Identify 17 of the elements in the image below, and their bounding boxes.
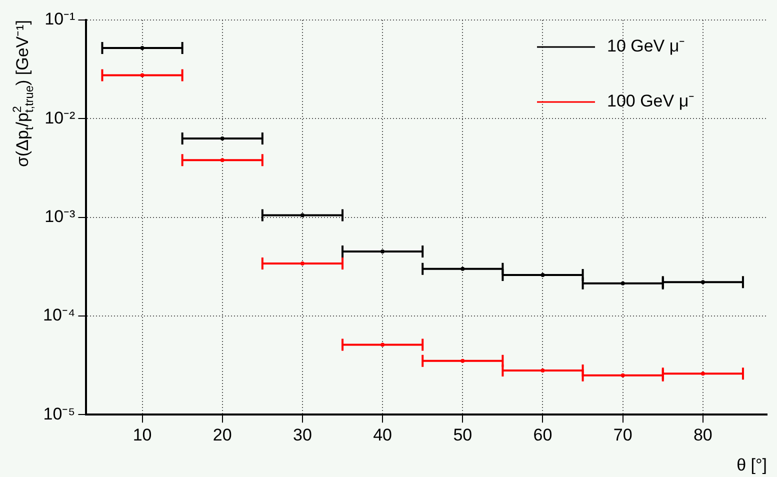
y-axis-title: σ(Δpt/p2t,true) [GeV⁻¹] <box>10 20 36 168</box>
x-tick-label: 70 <box>613 425 632 444</box>
x-tick-label: 20 <box>212 425 232 444</box>
y-tick-label: 10⁻² <box>44 108 76 128</box>
y-tick-label: 10⁻⁴ <box>42 306 76 325</box>
x-tick-label: 40 <box>373 425 392 444</box>
x-tick-label: 50 <box>453 425 472 444</box>
x-axis-title: θ [°] <box>736 456 768 475</box>
y-tick-label: 10⁻⁵ <box>43 404 76 424</box>
legend-label: 100 GeV μ⁻ <box>607 92 695 111</box>
x-tick-label: 30 <box>293 425 312 444</box>
x-tick-label: 10 <box>132 425 152 444</box>
legend-label: 10 GeV μ⁻ <box>607 36 686 56</box>
x-tick-label: 60 <box>533 425 552 444</box>
y-tick-label: 10⁻¹ <box>44 10 76 29</box>
x-tick-label: 80 <box>693 425 712 444</box>
y-tick-label: 10⁻³ <box>44 206 76 226</box>
